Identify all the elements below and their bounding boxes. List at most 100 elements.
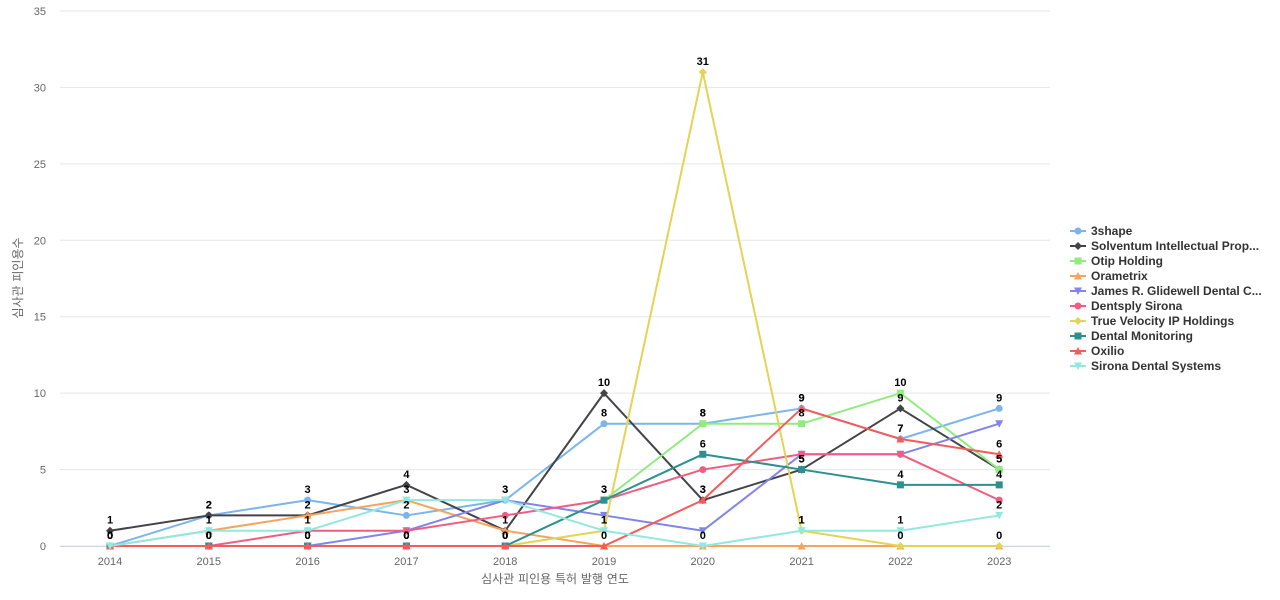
series-oxilio xyxy=(106,404,1004,550)
data-label: 0 xyxy=(502,530,508,542)
x-tick-label: 2016 xyxy=(295,556,319,568)
data-point xyxy=(204,511,213,520)
data-point xyxy=(204,527,213,535)
data-label: 3 xyxy=(601,484,607,496)
series-dental-monitoring xyxy=(106,450,1003,550)
series-line xyxy=(109,499,1000,547)
data-label: 0 xyxy=(305,530,311,542)
series-line xyxy=(109,392,1000,532)
legend-label: 3shape xyxy=(1091,224,1133,238)
data-label: 1 xyxy=(305,515,311,527)
data-point xyxy=(995,450,1004,458)
series-line xyxy=(110,407,1000,547)
x-tick-label: 2022 xyxy=(888,556,912,568)
data-point xyxy=(797,527,806,535)
x-tick-label: 2020 xyxy=(691,556,715,568)
legend-label: Sirona Dental Systems xyxy=(1091,359,1221,373)
series-3shape xyxy=(106,404,1003,550)
data-label: 0 xyxy=(107,530,113,542)
data-point xyxy=(600,389,608,398)
legend-marker xyxy=(1074,242,1082,250)
data-label: 0 xyxy=(305,530,311,542)
data-point xyxy=(501,542,510,550)
legend-item[interactable]: 3shape xyxy=(1070,224,1133,238)
data-point xyxy=(501,511,509,519)
legend-item[interactable]: Dental Monitoring xyxy=(1070,329,1193,343)
x-tick-label: 2023 xyxy=(987,556,1011,568)
data-point xyxy=(600,542,608,550)
data-label: 3 xyxy=(502,484,508,496)
data-point xyxy=(995,404,1003,412)
data-label: 9 xyxy=(799,392,805,404)
data-point xyxy=(303,511,312,519)
y-axis-title: 심사관 피인용수 xyxy=(11,237,25,318)
data-point xyxy=(995,542,1004,550)
legend-item[interactable]: James R. Glidewell Dental C... xyxy=(1070,284,1262,298)
legend-item[interactable]: Sirona Dental Systems xyxy=(1070,359,1221,373)
x-tick-label: 2014 xyxy=(98,556,122,568)
data-point xyxy=(303,542,312,550)
data-label: 0 xyxy=(305,530,311,542)
data-label: 0 xyxy=(601,530,607,542)
legend-item[interactable]: Otip Holding xyxy=(1070,254,1163,268)
data-label: 0 xyxy=(403,530,409,542)
y-tick-label: 5 xyxy=(40,465,46,477)
legend-item[interactable]: Dentsply Sirona xyxy=(1070,299,1183,313)
data-label: 9 xyxy=(996,392,1002,404)
y-tick-label: 25 xyxy=(34,159,46,171)
series-sirona-dental-systems xyxy=(106,496,1004,550)
data-point xyxy=(698,496,707,504)
data-point xyxy=(797,404,806,412)
data-label: 2 xyxy=(996,499,1002,511)
data-label: 2 xyxy=(403,499,409,511)
data-label: 0 xyxy=(502,530,508,542)
data-label: 0 xyxy=(305,530,311,542)
legend-item[interactable]: Orametrix xyxy=(1070,269,1148,283)
data-label: 3 xyxy=(700,484,706,496)
data-label: 0 xyxy=(700,530,706,542)
series-line xyxy=(110,453,1000,547)
legend-item[interactable]: Oxilio xyxy=(1070,344,1124,358)
data-label: 0 xyxy=(403,530,409,542)
data-label: 4 xyxy=(996,469,1003,481)
data-point xyxy=(600,496,608,504)
data-label: 3 xyxy=(700,484,706,496)
series-line xyxy=(110,71,1000,547)
data-point xyxy=(600,420,608,428)
data-label: 8 xyxy=(799,408,805,420)
data-label: 5 xyxy=(996,454,1002,466)
data-point xyxy=(798,466,806,474)
data-point xyxy=(995,481,1003,489)
legend-marker xyxy=(1074,272,1082,280)
y-tick-label: 35 xyxy=(34,6,46,18)
data-point xyxy=(204,542,213,550)
legend-item[interactable]: True Velocity IP Holdings xyxy=(1070,314,1234,328)
x-tick-label: 2018 xyxy=(493,556,517,568)
data-label: 8 xyxy=(700,408,706,420)
data-label: 3 xyxy=(403,484,409,496)
legend-marker xyxy=(1074,362,1082,370)
data-label: 4 xyxy=(897,469,904,481)
data-label: 0 xyxy=(502,530,508,542)
legend-label: Oxilio xyxy=(1091,344,1124,358)
series-true-velocity-ip-holdings xyxy=(106,68,1004,550)
legend-marker xyxy=(1074,287,1082,295)
legend-label: James R. Glidewell Dental C... xyxy=(1091,284,1262,298)
data-label: 1 xyxy=(502,515,508,527)
data-label: 0 xyxy=(996,530,1002,542)
series-dentsply-sirona xyxy=(106,450,1003,550)
legend-label: Solventum Intellectual Prop... xyxy=(1091,239,1259,253)
data-label: 8 xyxy=(601,408,607,420)
data-point xyxy=(896,542,905,550)
data-point xyxy=(698,527,707,535)
y-axis-ticks: 0 5 10 15 20 25 30 35 xyxy=(34,6,46,553)
data-label: 1 xyxy=(601,515,607,527)
data-point xyxy=(699,450,707,458)
data-point xyxy=(896,435,905,443)
data-point xyxy=(402,542,411,550)
data-point xyxy=(698,542,707,550)
data-point xyxy=(402,511,410,519)
data-label: 3 xyxy=(305,484,311,496)
legend-item[interactable]: Solventum Intellectual Prop... xyxy=(1070,239,1259,253)
